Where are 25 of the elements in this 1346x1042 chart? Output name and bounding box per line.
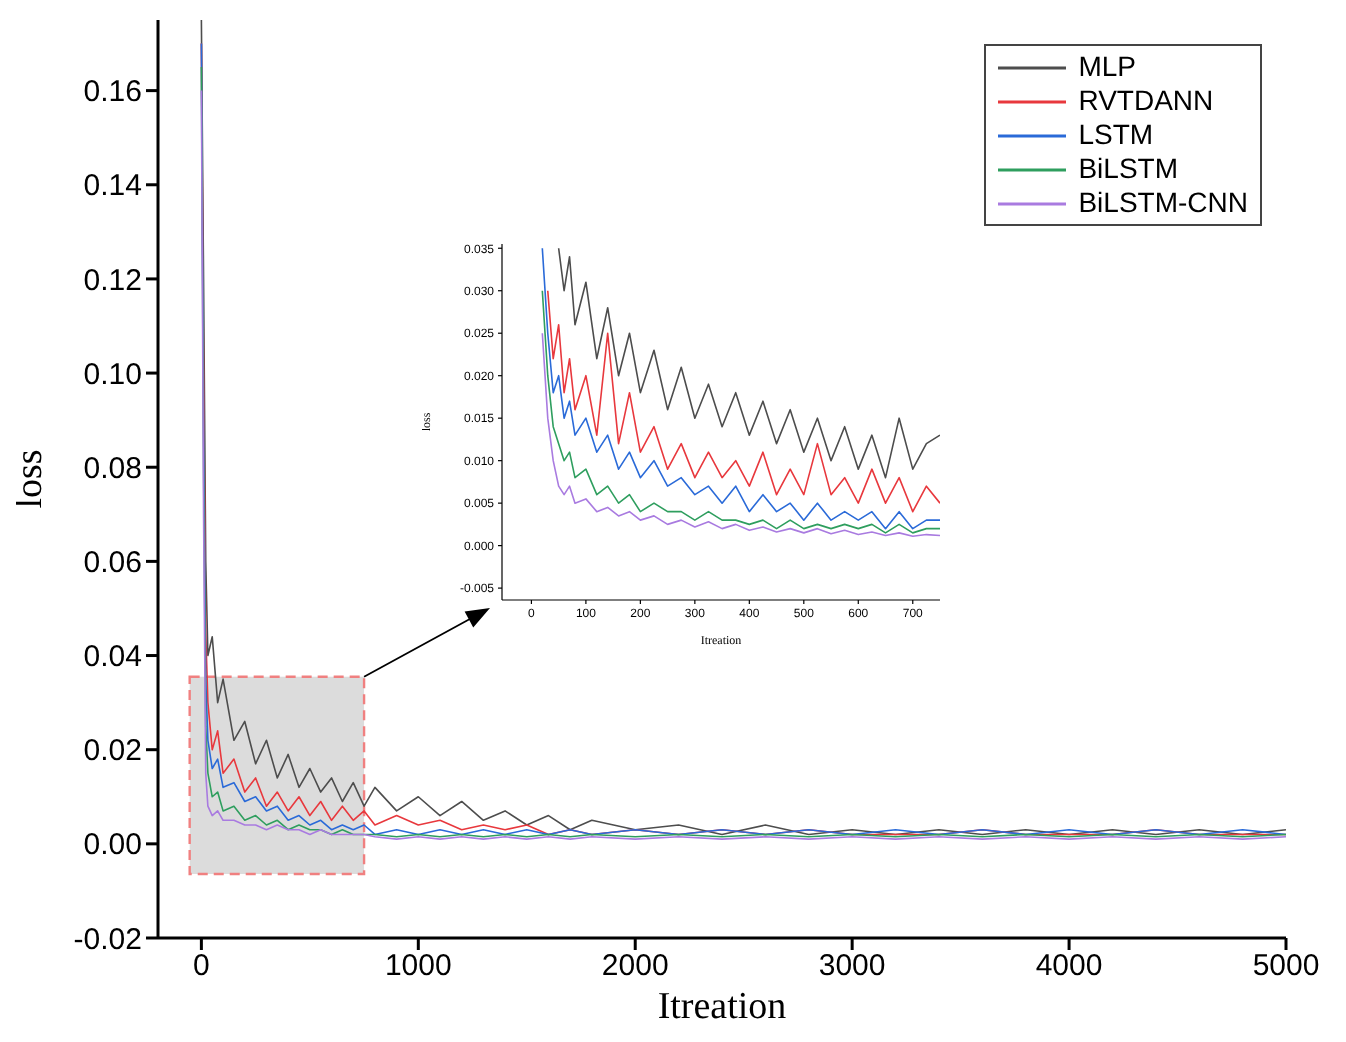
- legend-label: RVTDANN: [1078, 84, 1214, 118]
- y-tick-label: 0.02: [83, 734, 142, 769]
- legend-label: MLP: [1078, 50, 1137, 84]
- line-series: [557, 247, 940, 479]
- line-series: [541, 332, 940, 538]
- x-tick-label: 4000: [1035, 949, 1103, 984]
- x-tick-label: 0: [193, 949, 210, 984]
- legend-label: LSTM: [1078, 118, 1154, 152]
- x-tick-label: 1000: [384, 949, 452, 984]
- y-tick-label: 0.08: [83, 451, 142, 486]
- y-tick-label: 0.06: [83, 546, 142, 581]
- y-tick-label: 0.10: [83, 357, 142, 392]
- line-series: [541, 247, 940, 530]
- x-axis-title: Itreation: [657, 986, 788, 1028]
- x-tick-label: 3000: [818, 949, 886, 984]
- y-tick-label: -0.02: [73, 922, 142, 957]
- legend-label: BiLSTM-CNN: [1078, 186, 1248, 220]
- legend-label: BiLSTM: [1078, 152, 1179, 186]
- x-tick-label: 2000: [601, 949, 669, 984]
- y-tick-label: 0.16: [83, 75, 142, 110]
- y-tick-label: 0.00: [83, 828, 142, 863]
- y-tick-label: 0.12: [83, 263, 142, 298]
- y-tick-label: 0.04: [83, 640, 142, 675]
- y-tick-label: 0.14: [83, 169, 142, 204]
- x-tick-label: 5000: [1252, 949, 1320, 984]
